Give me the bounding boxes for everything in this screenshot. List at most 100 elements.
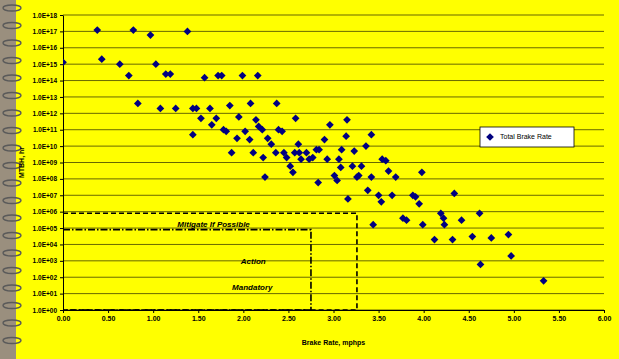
x-tick-label: 6.00	[598, 315, 612, 322]
x-tick-label: 5.00	[508, 315, 522, 322]
grid-line	[63, 195, 604, 196]
point	[129, 26, 137, 34]
point	[93, 26, 101, 34]
point	[326, 121, 334, 129]
x-tick-mark	[514, 310, 515, 313]
point	[367, 131, 375, 139]
point	[477, 261, 485, 269]
y-tick-mark	[60, 294, 63, 295]
x-tick-mark	[604, 310, 605, 313]
y-tick: 1.0E+18	[33, 12, 63, 19]
point	[292, 114, 300, 122]
point	[295, 149, 303, 157]
point	[507, 252, 515, 260]
grid-line	[63, 64, 604, 65]
x-tick-mark	[153, 310, 154, 313]
y-tick: 1.0E+11	[33, 126, 63, 133]
x-tick: 3.00	[327, 310, 341, 322]
annotation: Action	[240, 257, 266, 266]
chart-background	[16, 0, 619, 359]
binding-ring	[3, 58, 21, 64]
point	[125, 72, 133, 80]
point	[172, 105, 180, 113]
y-tick-label: 1.0E+04	[33, 241, 58, 248]
point	[335, 155, 343, 163]
y-tick: 1.0E+05	[33, 225, 63, 232]
point	[362, 142, 370, 150]
point	[323, 155, 331, 163]
y-tick: 1.0E+07	[33, 192, 63, 199]
point	[369, 221, 377, 229]
y-tick-label: 1.0E+07	[33, 192, 58, 199]
point	[342, 132, 350, 140]
point	[239, 72, 247, 80]
y-tick-label: 1.0E+12	[33, 110, 58, 117]
point	[218, 72, 226, 80]
point	[258, 126, 266, 134]
y-tick-mark	[60, 163, 63, 164]
y-tick-label: 1.0E+14	[33, 77, 58, 84]
y-tick-label: 1.0E+15	[33, 61, 58, 68]
x-tick-label: 1.50	[192, 315, 206, 322]
point	[358, 162, 366, 170]
y-tick-mark	[60, 81, 63, 82]
point	[264, 134, 272, 142]
grid-line	[63, 96, 604, 97]
x-tick-label: 5.50	[553, 315, 567, 322]
y-tick: 1.0E+12	[33, 110, 63, 117]
point	[431, 236, 439, 244]
x-tick-label: 4.50	[462, 315, 476, 322]
annotation: Mitigate If Possible	[177, 220, 250, 229]
binding-ring	[3, 40, 21, 46]
x-axis: 0.000.501.001.502.002.503.003.504.004.50…	[57, 310, 612, 322]
x-tick-mark	[108, 310, 109, 313]
point	[201, 74, 209, 82]
point	[272, 149, 280, 157]
x-tick-mark	[379, 310, 380, 313]
point	[206, 105, 214, 113]
grid	[63, 15, 604, 310]
grid-line	[63, 162, 604, 163]
x-tick: 5.00	[508, 310, 522, 322]
point	[197, 114, 205, 122]
y-tick-mark	[60, 146, 63, 147]
y-tick-mark	[60, 261, 63, 262]
point	[222, 127, 230, 135]
x-tick: 5.50	[553, 310, 567, 322]
point	[476, 209, 484, 217]
point	[134, 100, 142, 108]
point	[419, 221, 427, 229]
y-tick: 1.0E+06	[33, 208, 63, 215]
point	[247, 100, 255, 108]
point	[294, 140, 302, 148]
y-tick: 1.0E+00	[33, 307, 63, 314]
point	[367, 173, 375, 181]
point	[355, 172, 363, 180]
binding-ring	[3, 180, 21, 186]
series-points	[63, 26, 547, 285]
point	[418, 168, 426, 176]
y-tick-mark	[60, 113, 63, 114]
point	[458, 216, 466, 224]
x-tick-mark	[334, 310, 335, 313]
x-tick-mark	[243, 310, 244, 313]
y-tick: 1.0E+03	[33, 257, 63, 264]
y-tick-mark	[60, 130, 63, 131]
binding-ring	[3, 215, 21, 221]
point	[449, 236, 457, 244]
y-tick: 1.0E+15	[33, 61, 63, 68]
point	[147, 31, 155, 39]
x-tick: 0.00	[57, 310, 71, 322]
y-tick-label: 1.0E+10	[33, 143, 58, 150]
y-axis-title: MTBH, hr	[18, 147, 26, 178]
point	[412, 193, 420, 201]
point	[189, 131, 197, 139]
point	[208, 121, 216, 129]
point	[273, 100, 281, 108]
point	[388, 191, 396, 199]
point	[259, 154, 267, 162]
point	[283, 154, 291, 162]
y-tick: 1.0E+17	[33, 28, 63, 35]
x-tick-label: 1.00	[147, 315, 161, 322]
point	[297, 155, 305, 163]
